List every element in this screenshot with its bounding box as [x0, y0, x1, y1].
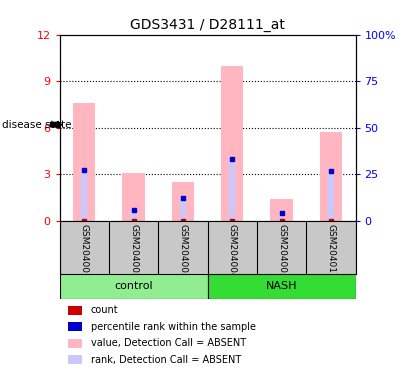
Bar: [229, 159, 235, 221]
Bar: [180, 198, 186, 221]
Bar: [221, 66, 243, 221]
Bar: [69, 339, 82, 348]
Text: GSM204005: GSM204005: [277, 223, 286, 278]
Bar: [208, 274, 356, 299]
Bar: [69, 306, 82, 314]
Text: GSM204002: GSM204002: [129, 223, 138, 278]
Text: GSM204004: GSM204004: [228, 223, 237, 278]
Bar: [279, 213, 284, 221]
Bar: [270, 199, 293, 221]
Text: rank, Detection Call = ABSENT: rank, Detection Call = ABSENT: [91, 355, 241, 365]
Text: GSM204017: GSM204017: [326, 223, 335, 278]
Bar: [122, 173, 145, 221]
Bar: [328, 171, 334, 221]
Text: GSM204001: GSM204001: [80, 223, 89, 278]
Bar: [69, 323, 82, 331]
Bar: [131, 210, 136, 221]
Text: disease state: disease state: [2, 120, 72, 130]
Bar: [69, 356, 82, 364]
Text: percentile rank within the sample: percentile rank within the sample: [91, 322, 256, 332]
Bar: [73, 103, 95, 221]
Bar: [320, 132, 342, 221]
Text: count: count: [91, 305, 118, 315]
Text: NASH: NASH: [266, 281, 297, 291]
Text: control: control: [114, 281, 153, 291]
Title: GDS3431 / D28111_at: GDS3431 / D28111_at: [130, 18, 285, 32]
Text: GSM204003: GSM204003: [178, 223, 187, 278]
Bar: [172, 182, 194, 221]
Bar: [60, 274, 208, 299]
Bar: [81, 170, 87, 221]
Text: value, Detection Call = ABSENT: value, Detection Call = ABSENT: [91, 338, 246, 348]
